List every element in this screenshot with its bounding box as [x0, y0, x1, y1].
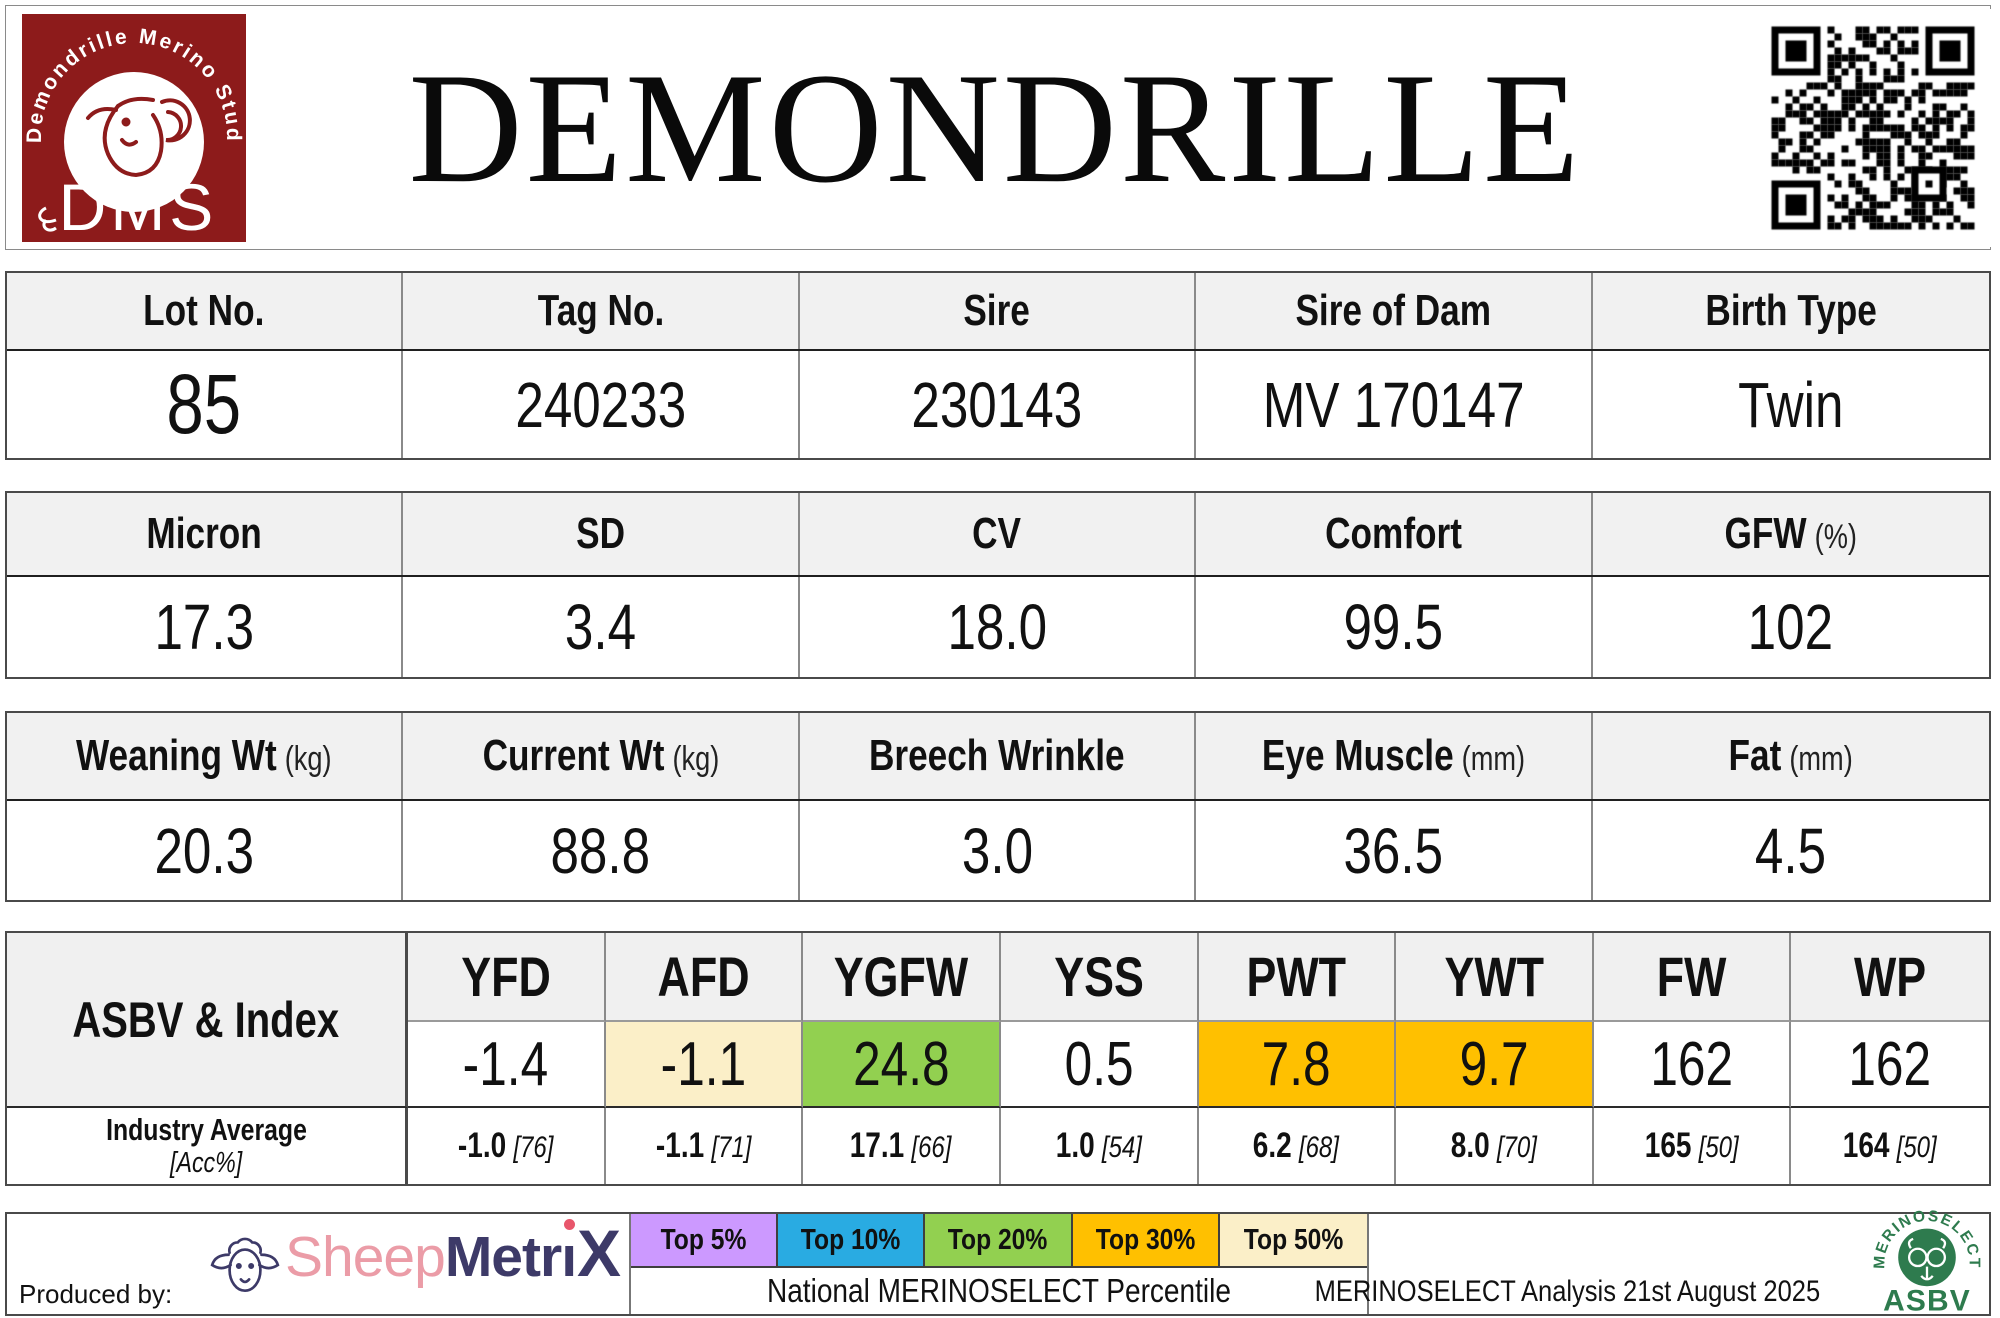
current-wt-header: Current Wt (kg) — [403, 713, 800, 799]
eye-muscle-value: 36.5 — [1196, 801, 1593, 900]
trait-header-afd: AFD — [605, 933, 804, 1022]
analysis-date-note: MERINOSELECT Analysis 21st August 2025 — [1314, 1275, 1821, 1308]
fat-header: Fat (mm) — [1728, 731, 1853, 780]
lot-no-header: Lot No. — [7, 273, 404, 349]
merinoselect-asbv-logo: MERINOSELECT ASBV — [1871, 1209, 1981, 1315]
birth-type-value: Twin — [1738, 368, 1844, 441]
industry-average-header: Industry Average [Acc%] — [7, 1108, 408, 1184]
industry-value-yfd: -1.0 [76] — [408, 1108, 606, 1184]
industry-value-ywt: 8.0 [70] — [1396, 1108, 1594, 1184]
footer-band: Produced by: Sheep Metr — [5, 1209, 1991, 1316]
trait-header-fw: FW — [1593, 933, 1792, 1022]
industry-value-pwt: 6.2 [68] — [1199, 1108, 1397, 1184]
gfw-value: 102 — [1748, 591, 1834, 663]
trait-header-yss: YSS — [1000, 933, 1199, 1022]
weaning-wt-value: 20.3 — [7, 801, 404, 900]
stud-logo: Demondrille Merino Stud DMS — [22, 14, 246, 242]
tag-no-header: Tag No. — [403, 273, 800, 349]
sire-header: Sire — [800, 273, 1197, 349]
body-value-row: 20.3 88.8 3.0 36.5 4.5 — [7, 801, 1989, 900]
percentile-legend-row: Top 5% Top 10% Top 20% Top 30% Top 50% — [631, 1214, 1367, 1268]
industry-value-wp: 164 [50] — [1843, 1126, 1938, 1165]
trait-header-ywt: YWT — [1396, 933, 1594, 1022]
wool-header-row: Micron SD CV Comfort GFW (%) — [7, 493, 1989, 577]
lot-info-value-row: 85 240233 230143 MV 170147 Twin — [7, 351, 1989, 458]
asbv-value-fw: 162 — [1593, 1022, 1792, 1108]
sire-value: 230143 — [800, 351, 1197, 458]
sheepmetrix-sheep-text: Sheep — [285, 1225, 446, 1289]
trait-header-wp: WP — [1791, 933, 1989, 1022]
eye-muscle-header: Eye Muscle (mm) — [1196, 713, 1593, 799]
produced-by-label: Produced by: — [19, 1279, 173, 1309]
cv-header: CV — [800, 493, 1197, 575]
breech-wrinkle-header: Breech Wrinkle — [800, 713, 1197, 799]
asbv-value-ywt: 9.7 — [1396, 1022, 1594, 1108]
micron-header: Micron — [7, 493, 404, 575]
sheepmetrix-x-text: X — [577, 1216, 622, 1290]
header-band: Demondrille Merino Stud DMS DEMONDRILLE — [5, 5, 1992, 250]
wool-value-row: 17.3 3.4 18.0 99.5 102 — [7, 577, 1989, 677]
metrix-i-dot — [564, 1219, 576, 1230]
asbv-value-pwt: 7.8 — [1198, 1022, 1397, 1108]
page-title: DEMONDRILLE — [408, 40, 1583, 216]
sheepmetrix-i-text: ı — [561, 1219, 577, 1286]
comfort-header: Comfort — [1196, 493, 1593, 575]
sheepmetrix-logo: Sheep Metr ı X — [207, 1216, 622, 1298]
body-header-row: Weaning Wt (kg) Current Wt (kg) Breech Wri… — [7, 713, 1989, 801]
body-stats-table: Weaning Wt (kg) Current Wt (kg) Breech Wri… — [5, 711, 1991, 902]
legend-top10: Top 10% — [778, 1214, 926, 1268]
trait-header-pwt: PWT — [1198, 933, 1397, 1022]
sire-of-dam-value: MV 170147 — [1196, 351, 1593, 458]
comfort-value: 99.5 — [1196, 577, 1593, 677]
asbv-index-table: ASBV & Index YFD AFD YGFW YSS PWT YWT FW… — [5, 931, 1991, 1186]
percentile-legend-cell: Top 5% Top 10% Top 20% Top 30% Top 50% N… — [631, 1214, 1369, 1314]
asbv-value-afd: -1.1 — [605, 1022, 804, 1108]
legend-top50: Top 50% — [1219, 1214, 1367, 1268]
sd-value: 3.4 — [403, 577, 800, 677]
asbv-value-ygfw: 24.8 — [803, 1022, 1001, 1108]
qr-code — [1754, 9, 1992, 247]
cv-value: 18.0 — [800, 577, 1197, 677]
weaning-wt-header: Weaning Wt (kg) — [7, 713, 404, 799]
lot-info-header-row: Lot No. Tag No. Sire Sire of Dam Birth T… — [7, 273, 1989, 351]
trait-header-ygfw: YGFW — [803, 933, 1001, 1022]
trait-header-yfd: YFD — [408, 933, 606, 1022]
wool-stats-table: Micron SD CV Comfort GFW (%) 17.3 3.4 18.… — [5, 491, 1991, 679]
ram-head-icon — [86, 96, 192, 178]
stud-logo-initials: DMS — [59, 170, 218, 242]
current-wt-value: 88.8 — [403, 801, 800, 900]
legend-top5: Top 5% — [631, 1214, 779, 1268]
gfw-header: GFW (%) — [1724, 509, 1857, 558]
ram-heads-motif — [1907, 1237, 1947, 1281]
fat-value: 4.5 — [1755, 814, 1827, 887]
industry-value-fw: 165 [50] — [1594, 1108, 1792, 1184]
sd-header: SD — [403, 493, 800, 575]
legend-top20: Top 20% — [925, 1214, 1073, 1268]
legend-caption: National MERINOSELECT Percentile — [766, 1272, 1232, 1309]
birth-type-header: Birth Type — [1705, 286, 1877, 335]
legend-top30: Top 30% — [1072, 1214, 1220, 1268]
sheep-head-icon — [210, 1237, 280, 1293]
sheepmetrix-metr-text: Metr — [444, 1225, 562, 1289]
micron-value: 17.3 — [7, 577, 404, 677]
footer-produced-by-cell: Produced by: Sheep Metr — [7, 1214, 631, 1314]
sheepmetrix-wordmark: Sheep Metr ı X — [285, 1216, 622, 1298]
sire-of-dam-header: Sire of Dam — [1196, 273, 1593, 349]
industry-value-afd: -1.1 [71] — [606, 1108, 804, 1184]
qr-code-canvas — [1754, 9, 1992, 247]
analysis-cell: MERINOSELECT Analysis 21st August 2025 M… — [1315, 1209, 1989, 1315]
lot-info-table: Lot No. Tag No. Sire Sire of Dam Birth T… — [5, 271, 1991, 460]
asbv-value-yfd: -1.4 — [408, 1022, 606, 1108]
asbv-label: ASBV — [1883, 1284, 1971, 1315]
industry-value-yss: 1.0 [54] — [1001, 1108, 1199, 1184]
asbv-row-header: ASBV & Index — [7, 933, 408, 1108]
dms-swash — [38, 206, 57, 232]
breech-wrinkle-value: 3.0 — [800, 801, 1197, 900]
lot-no-value: 85 — [7, 351, 404, 458]
asbv-value-yss: 0.5 — [1000, 1022, 1199, 1108]
industry-value-ygfw: 17.1 [66] — [803, 1108, 1001, 1184]
asbv-value-wp: 162 — [1791, 1022, 1989, 1108]
tag-no-value: 240233 — [403, 351, 800, 458]
